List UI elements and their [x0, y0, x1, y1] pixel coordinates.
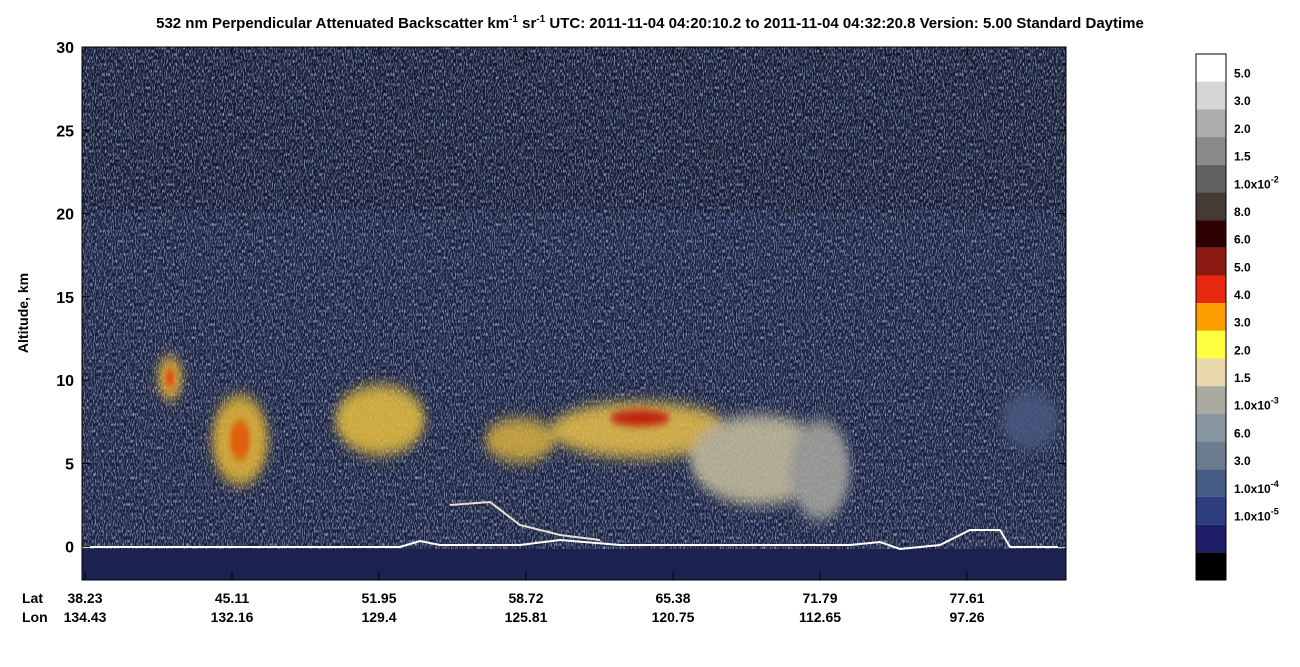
colorbar-label: 1.0x10-2: [1234, 174, 1279, 191]
colorbar-label: 1.5: [1234, 150, 1251, 164]
x-tick-label: 65.38: [655, 590, 690, 606]
y-axis-label: Altitude, km: [15, 273, 31, 353]
colorbar-swatch: [1196, 247, 1226, 276]
colorbar-swatch: [1196, 552, 1226, 580]
colorbar-label: 2.0: [1234, 343, 1251, 357]
colorbar-label: 5.0: [1234, 67, 1251, 81]
colorbar-label: 6.0: [1234, 426, 1251, 440]
colorbar-swatch: [1196, 413, 1226, 442]
colorbar-label-text: 1.5: [1234, 371, 1251, 385]
colorbar-label-text: 3.0: [1234, 316, 1251, 330]
colorbar-label-text: 1.5: [1234, 150, 1251, 164]
colorbar-label: 6.0: [1234, 233, 1251, 247]
plot-frame: [81, 46, 1067, 581]
colorbar-label-text: 1.0x10: [1234, 509, 1271, 523]
colorbar-label: 3.0: [1234, 454, 1251, 468]
colorbar-swatch: [1196, 275, 1226, 304]
colorbar-swatch: [1196, 441, 1226, 470]
title-text: UTC: 2011-11-04 04:20:10.2 to 2011-11-04…: [545, 15, 1144, 32]
colorbar-label-text: 5.0: [1234, 260, 1251, 274]
x-tick-label: 125.81: [505, 609, 548, 625]
colorbar-swatch: [1196, 192, 1226, 221]
y-tick-label: 25: [56, 123, 74, 140]
colorbar-swatch: [1196, 469, 1226, 497]
title-text: sr: [518, 15, 537, 32]
colorbar-label-text: 6.0: [1234, 426, 1251, 440]
colorbar-label: 2.0: [1234, 122, 1251, 136]
x-tick-label: 134.43: [64, 609, 107, 625]
colorbar-swatch: [1196, 54, 1226, 82]
colorbar-label-text: 5.0: [1234, 67, 1251, 81]
colorbar-swatch: [1196, 164, 1226, 193]
colorbar-label: 4.0: [1234, 288, 1251, 302]
x-row-name: Lat: [22, 590, 43, 606]
colorbar-swatch: [1196, 81, 1226, 110]
x-tick-label: 45.11: [215, 590, 249, 606]
colorbar-label: 1.0x10-3: [1234, 396, 1279, 413]
colorbar-label-text: 1.0x10: [1234, 177, 1271, 191]
y-tick-label: 30: [56, 40, 74, 57]
title-text: 532 nm Perpendicular Attenuated Backscat…: [156, 15, 509, 32]
colorbar-swatch: [1196, 220, 1226, 248]
colorbar-label: 1.5: [1234, 371, 1251, 385]
x-tick-label: 112.65: [799, 609, 841, 625]
colorbar-swatch: [1196, 109, 1226, 138]
x-tick-label: 77.61: [949, 590, 984, 606]
colorbar-label-text: 3.0: [1234, 454, 1251, 468]
colorbar-label: 3.0: [1234, 94, 1251, 108]
colorbar-swatch: [1196, 358, 1226, 387]
colorbar-label-text: 2.0: [1234, 343, 1251, 357]
x-tick-label: 58.72: [508, 590, 543, 606]
subsurface: [82, 549, 1066, 580]
y-tick-label: 10: [56, 373, 74, 390]
colorbar-label: 5.0: [1234, 260, 1251, 274]
x-row-name: Lon: [22, 609, 48, 625]
colorbar-frame: [1195, 53, 1227, 581]
colorbar-label-exponent: -2: [1271, 174, 1279, 184]
colorbar-label-text: 1.0x10: [1234, 482, 1271, 496]
colorbar-label-text: 1.0x10: [1234, 399, 1271, 413]
colorbar-label-text: 3.0: [1234, 94, 1251, 108]
colorbar-swatch: [1196, 496, 1226, 525]
title-superscript: -1: [509, 14, 518, 25]
title-superscript: -1: [536, 14, 545, 25]
colorbar-label-text: 2.0: [1234, 122, 1251, 136]
colorbar-label-text: 6.0: [1234, 233, 1251, 247]
chart-title: 532 nm Perpendicular Attenuated Backscat…: [156, 14, 1144, 32]
plot-area: [82, 47, 1066, 580]
colorbar-label: 1.0x10-5: [1234, 506, 1279, 523]
colorbar-label-exponent: -5: [1271, 506, 1279, 516]
colorbar-swatch: [1196, 137, 1226, 165]
y-tick-label: 20: [56, 207, 74, 224]
x-tick-label: 51.95: [361, 590, 396, 606]
noise-texture: [82, 47, 1066, 580]
colorbar-label: 1.0x10-4: [1234, 479, 1279, 496]
colorbar-swatch: [1196, 330, 1226, 359]
colorbar-label-text: 8.0: [1234, 205, 1251, 219]
cloud-core: [165, 368, 670, 460]
colorbar-swatch: [1196, 524, 1226, 553]
x-tick-label: 71.79: [802, 590, 837, 606]
colorbar-label-exponent: -4: [1271, 479, 1279, 489]
colorbar-label-exponent: -3: [1271, 396, 1279, 406]
x-tick-label: 120.75: [652, 609, 695, 625]
y-tick-label: 5: [65, 456, 74, 473]
colorbar-swatch: [1196, 303, 1226, 331]
colorbar-label: 8.0: [1234, 205, 1251, 219]
low-cloud: [449, 500, 601, 541]
x-tick-label: 132.16: [211, 609, 254, 625]
x-tick-label: 38.23: [67, 590, 102, 606]
y-tick-label: 15: [56, 290, 74, 307]
colorbar-label: 3.0: [1234, 316, 1251, 330]
x-tick-label: 129.4: [361, 609, 396, 625]
colorbar-label-text: 4.0: [1234, 288, 1251, 302]
surface-return: [82, 529, 1066, 551]
cloud-layer: [158, 356, 1058, 520]
x-tick-label: 97.26: [949, 609, 984, 625]
colorbar-swatch: [1196, 386, 1226, 414]
y-tick-label: 0: [65, 540, 74, 557]
